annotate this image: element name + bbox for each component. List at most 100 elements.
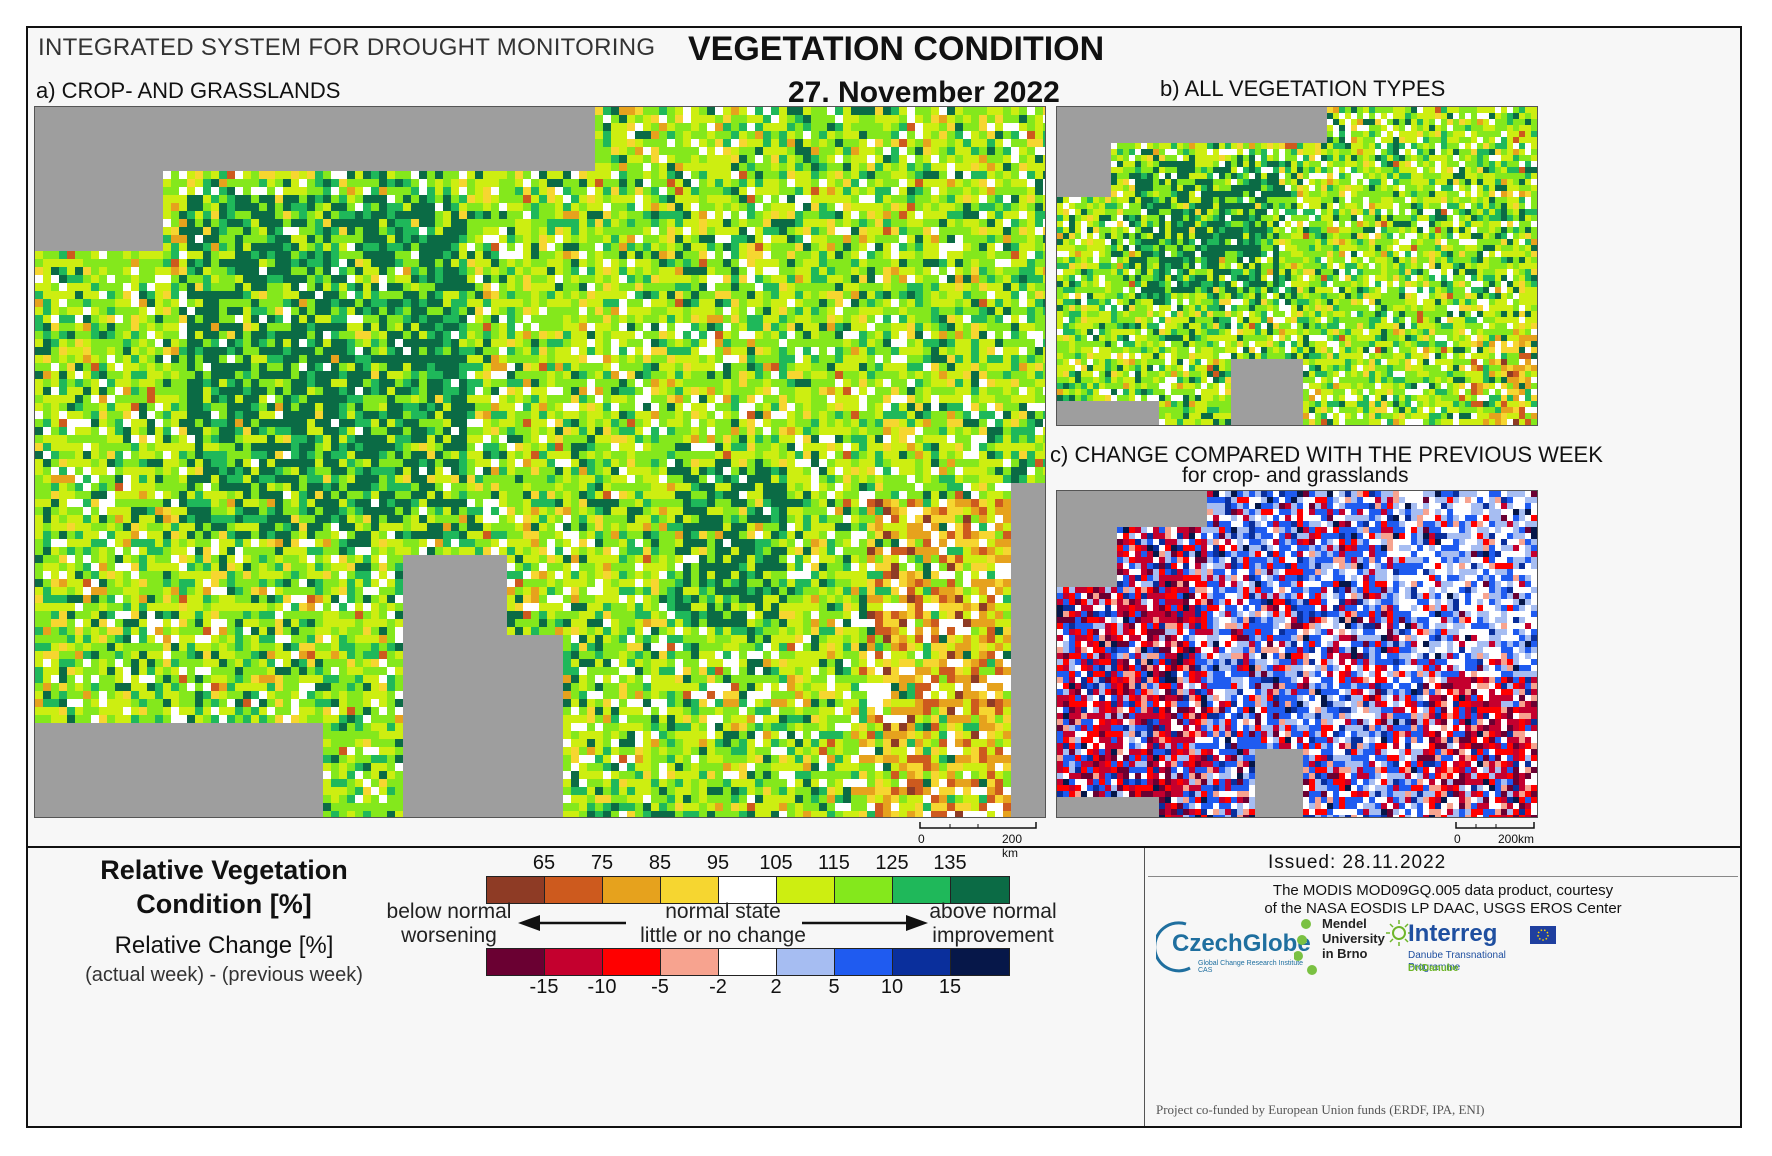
map-pixel bbox=[1043, 355, 1045, 363]
map-pixel bbox=[427, 403, 435, 411]
map-pixel bbox=[595, 355, 603, 363]
map-pixel bbox=[795, 171, 803, 179]
map-pixel bbox=[667, 395, 675, 403]
map-pixel bbox=[291, 275, 299, 283]
map-pixel bbox=[139, 355, 147, 363]
map-pixel bbox=[635, 163, 643, 171]
map-pixel bbox=[627, 227, 635, 235]
map-pixel bbox=[379, 155, 387, 163]
map-pixel bbox=[187, 227, 195, 235]
map-pixel bbox=[875, 347, 883, 355]
map-pixel bbox=[731, 139, 739, 147]
map-pixel bbox=[571, 355, 579, 363]
map-pixel bbox=[435, 243, 443, 251]
map-pixel bbox=[859, 251, 867, 259]
map-pixel bbox=[683, 243, 691, 251]
map-pixel bbox=[307, 155, 315, 163]
map-pixel bbox=[747, 371, 755, 379]
map-crop-grasslands[interactable] bbox=[34, 106, 1046, 818]
map-pixel bbox=[899, 331, 907, 339]
map-pixel bbox=[235, 235, 243, 243]
map-pixel bbox=[843, 243, 851, 251]
map-pixel bbox=[691, 379, 699, 387]
map-pixel bbox=[491, 347, 499, 355]
map-pixel bbox=[691, 275, 699, 283]
map-pixel bbox=[123, 187, 131, 195]
map-pixel bbox=[443, 155, 451, 163]
map-pixel bbox=[307, 163, 315, 171]
map-pixel bbox=[347, 259, 355, 267]
map-pixel bbox=[883, 131, 891, 139]
map-pixel bbox=[659, 139, 667, 147]
map-pixel bbox=[259, 275, 267, 283]
map-pixel bbox=[99, 155, 107, 163]
map-pixel bbox=[755, 155, 763, 163]
map-pixel bbox=[851, 363, 859, 371]
map-pixel bbox=[475, 275, 483, 283]
map-pixel bbox=[203, 219, 211, 227]
map-pixel bbox=[275, 163, 283, 171]
map-pixel bbox=[915, 123, 923, 131]
map-pixel bbox=[163, 251, 171, 259]
map-pixel bbox=[35, 131, 43, 139]
map-pixel bbox=[1027, 395, 1035, 403]
map-pixel bbox=[499, 355, 507, 363]
map-pixel bbox=[619, 323, 627, 331]
map-pixel bbox=[1003, 339, 1011, 347]
map-pixel bbox=[971, 315, 979, 323]
map-pixel bbox=[659, 355, 667, 363]
map-pixel bbox=[107, 219, 115, 227]
map-pixel bbox=[683, 347, 691, 355]
map-pixel bbox=[947, 379, 955, 387]
map-pixel bbox=[827, 195, 835, 203]
map-pixel bbox=[515, 331, 523, 339]
map-pixel bbox=[331, 339, 339, 347]
map-pixel bbox=[787, 251, 795, 259]
map-pixel bbox=[187, 283, 195, 291]
map-pixel bbox=[235, 315, 243, 323]
map-pixel bbox=[499, 107, 507, 115]
map-pixel bbox=[347, 171, 355, 179]
map-pixel bbox=[955, 371, 963, 379]
map-pixel bbox=[915, 211, 923, 219]
map-pixel bbox=[763, 363, 771, 371]
map-pixel bbox=[683, 267, 691, 275]
map-pixel bbox=[979, 155, 987, 163]
map-pixel bbox=[403, 291, 411, 299]
map-pixel bbox=[419, 235, 427, 243]
map-pixel bbox=[979, 267, 987, 275]
map-pixel bbox=[667, 387, 675, 395]
map-pixel bbox=[171, 339, 179, 347]
map-pixel bbox=[867, 275, 875, 283]
map-pixel bbox=[771, 235, 779, 243]
map-pixel bbox=[307, 179, 315, 187]
map-pixel bbox=[499, 171, 507, 179]
map-pixel bbox=[187, 259, 195, 267]
map-pixel bbox=[771, 107, 779, 115]
map-pixel bbox=[955, 323, 963, 331]
map-pixel bbox=[819, 187, 827, 195]
map-pixel bbox=[979, 139, 987, 147]
map-pixel bbox=[315, 115, 323, 123]
map-pixel bbox=[115, 419, 123, 427]
map-pixel bbox=[571, 363, 579, 371]
map-pixel bbox=[187, 243, 195, 251]
map-pixel bbox=[779, 299, 787, 307]
map-pixel bbox=[835, 131, 843, 139]
map-pixel bbox=[811, 211, 819, 219]
map-pixel bbox=[739, 315, 747, 323]
map-pixel bbox=[243, 323, 251, 331]
map-pixel bbox=[635, 387, 643, 395]
map-pixel bbox=[523, 411, 531, 419]
map-pixel bbox=[1035, 203, 1043, 211]
map-pixel bbox=[1027, 379, 1035, 387]
map-pixel bbox=[995, 275, 1003, 283]
map-pixel bbox=[939, 187, 947, 195]
map-pixel bbox=[203, 363, 211, 371]
map-pixel bbox=[971, 131, 979, 139]
map-pixel bbox=[155, 275, 163, 283]
map-pixel bbox=[603, 163, 611, 171]
map-pixel bbox=[507, 347, 515, 355]
map-pixel bbox=[259, 147, 267, 155]
map-pixel bbox=[979, 243, 987, 251]
